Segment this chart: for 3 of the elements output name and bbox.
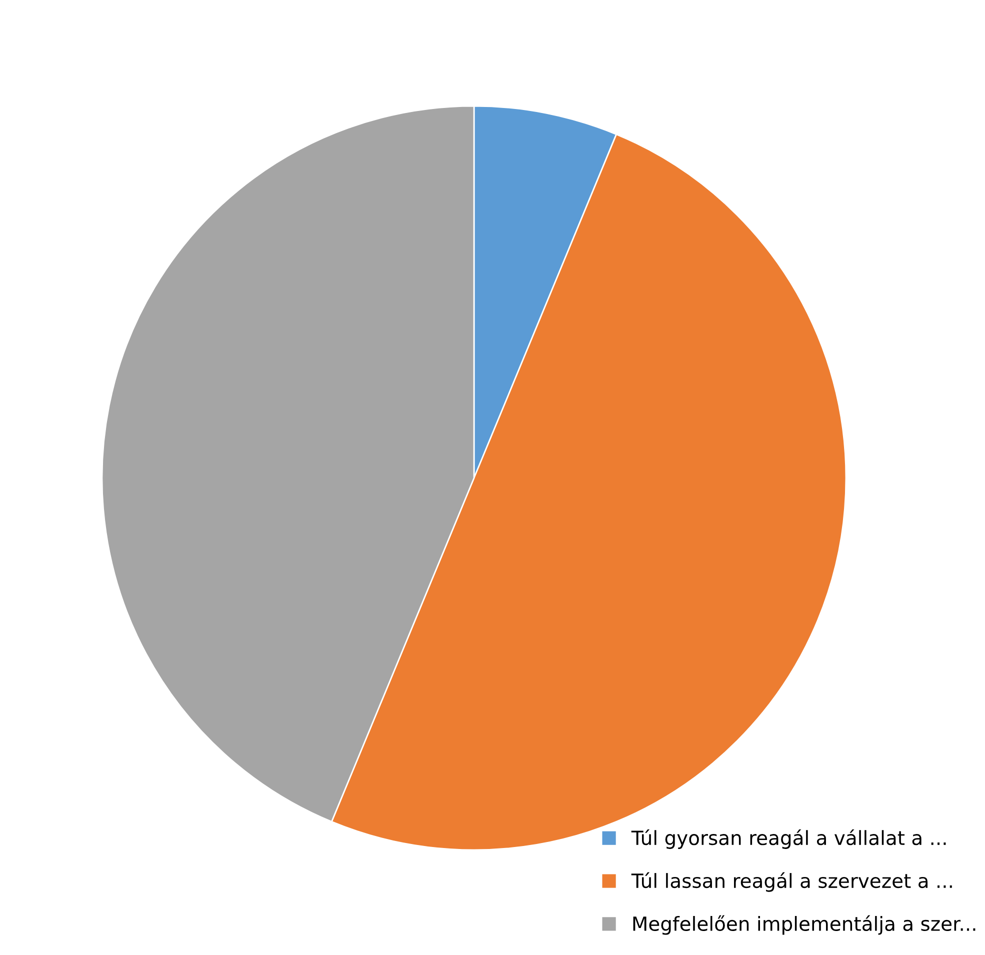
legend-label: Túl gyorsan reagál a vállalat a ... [631, 829, 946, 849]
legend-label: Megfelelően implementálja a szer... [633, 915, 976, 935]
legend-label: Túl lassan reagál a szervezet a ... [631, 872, 952, 892]
